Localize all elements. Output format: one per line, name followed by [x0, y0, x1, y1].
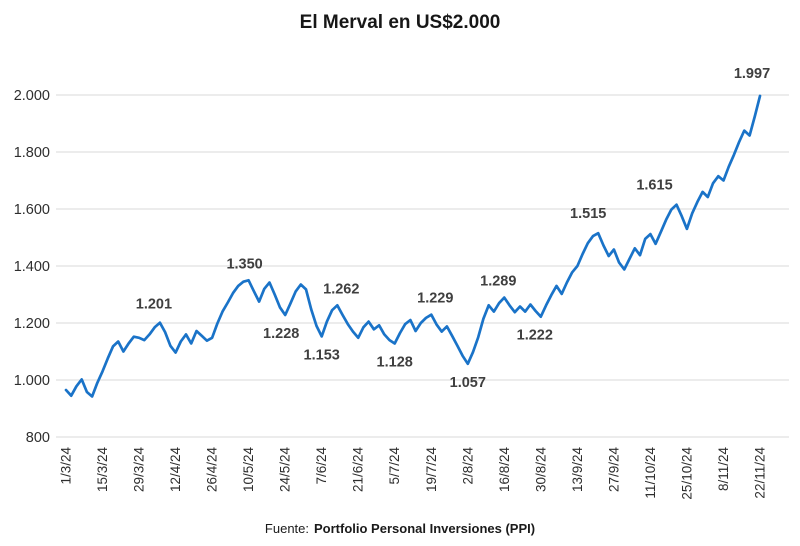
- data-label: 1.201: [136, 297, 172, 313]
- data-label: 1.128: [377, 355, 413, 371]
- data-label: 1.289: [480, 274, 516, 290]
- data-label: 1.222: [517, 328, 553, 344]
- y-axis-tick-label: 1.600: [14, 202, 50, 218]
- x-axis-tick-label: 26/4/24: [205, 447, 220, 493]
- data-label: 1.057: [450, 375, 486, 391]
- x-axis-tick-label: 1/3/24: [59, 447, 74, 485]
- y-axis-tick-label: 1.400: [14, 259, 50, 275]
- source-caption: Fuente: Portfolio Personal Inversiones (P…: [0, 521, 800, 536]
- data-label: 1.615: [636, 178, 672, 194]
- y-axis-tick-label: 1.800: [14, 145, 50, 161]
- data-label: 1.997: [734, 66, 770, 82]
- data-label: 1.153: [304, 347, 340, 363]
- source-name: Portfolio Personal Inversiones (PPI): [314, 521, 536, 536]
- x-axis-tick-label: 5/7/24: [387, 447, 402, 485]
- x-axis-tick-label: 12/4/24: [168, 447, 183, 493]
- x-axis-tick-label: 29/3/24: [132, 447, 147, 493]
- x-axis-tick-label: 21/6/24: [351, 447, 366, 493]
- x-axis-tick-label: 22/11/24: [753, 447, 768, 499]
- x-axis-tick-label: 30/8/24: [533, 447, 548, 493]
- x-axis-tick-label: 19/7/24: [424, 447, 439, 493]
- data-label: 1.229: [417, 291, 453, 307]
- merval-series-line: [64, 94, 762, 398]
- data-label: 1.262: [323, 281, 359, 297]
- x-axis-tick-label: 8/11/24: [716, 447, 731, 492]
- data-label: 1.350: [226, 256, 262, 272]
- x-axis-tick-label: 27/9/24: [606, 447, 621, 493]
- x-axis-tick-label: 2/8/24: [460, 447, 475, 485]
- y-axis-tick-label: 1.000: [14, 373, 50, 389]
- x-axis-tick-label: 24/5/24: [278, 447, 293, 493]
- x-axis-tick-label: 25/10/24: [679, 447, 694, 500]
- y-axis-tick-label: 2.000: [14, 88, 50, 104]
- source-prefix: Fuente:: [264, 521, 310, 536]
- x-axis-tick-label: 7/6/24: [314, 447, 329, 485]
- data-label: 1.228: [263, 326, 299, 342]
- data-label: 1.515: [570, 206, 606, 222]
- x-axis-tick-label: 13/9/24: [570, 447, 585, 493]
- x-axis-tick-label: 11/10/24: [643, 447, 658, 499]
- y-axis-tick-label: 1.200: [14, 316, 50, 332]
- x-axis-tick-label: 15/3/24: [95, 447, 110, 493]
- y-axis-tick-label: 800: [26, 430, 50, 446]
- x-axis-tick-label: 16/8/24: [497, 447, 512, 493]
- x-axis-tick-label: 10/5/24: [241, 447, 256, 493]
- chart-title: El Merval en US$2.000: [299, 12, 501, 33]
